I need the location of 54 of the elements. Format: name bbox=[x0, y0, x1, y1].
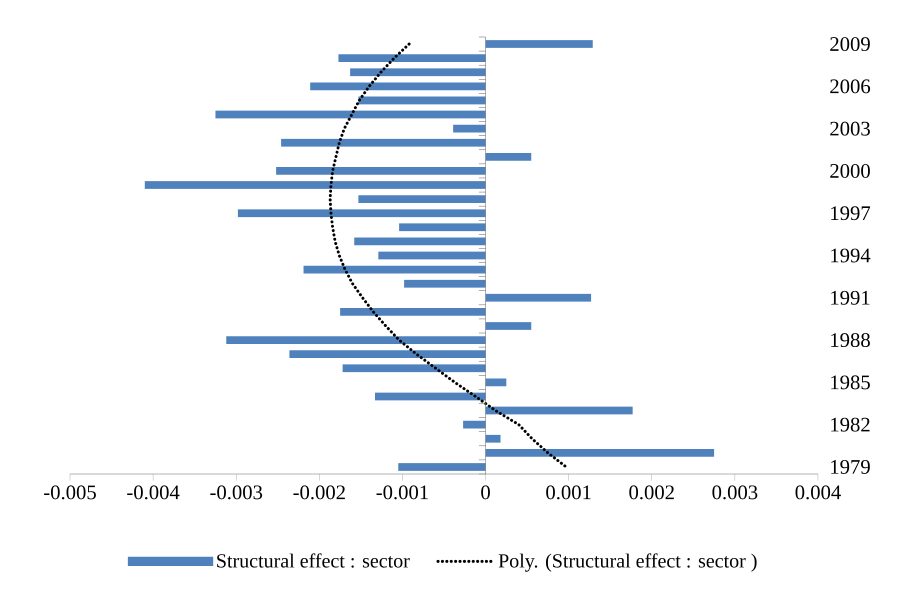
x-tick-label: -0.001 bbox=[376, 485, 428, 500]
bar bbox=[486, 294, 592, 302]
x-tick-label: -0.002 bbox=[293, 485, 345, 500]
bar bbox=[342, 364, 486, 372]
bar bbox=[486, 434, 501, 443]
bar bbox=[399, 223, 486, 232]
y-tick-label: 1985 bbox=[831, 375, 870, 390]
bar bbox=[281, 138, 486, 147]
bar bbox=[350, 68, 486, 76]
bar bbox=[398, 463, 486, 471]
legend-label: Structural effect : sector bbox=[217, 553, 410, 568]
bar bbox=[354, 238, 486, 246]
y-tick-label: 1994 bbox=[831, 248, 870, 262]
bar bbox=[378, 252, 486, 260]
bar bbox=[453, 124, 486, 133]
y-tick-label: 2006 bbox=[830, 79, 870, 94]
y-tick-label: 1982 bbox=[831, 418, 870, 432]
y-tick-label: 1991 bbox=[831, 290, 870, 305]
bar bbox=[215, 110, 486, 118]
bar bbox=[238, 209, 486, 218]
bar bbox=[358, 195, 486, 203]
bar bbox=[358, 96, 486, 104]
bar bbox=[375, 392, 486, 400]
x-tick-label: 0.001 bbox=[546, 485, 591, 500]
y-tick-label: 1979 bbox=[831, 460, 870, 474]
x-tick-label: 0.002 bbox=[629, 485, 674, 500]
y-tick-label: 1988 bbox=[831, 333, 870, 348]
bar bbox=[486, 322, 532, 330]
bar bbox=[338, 54, 486, 62]
y-tick-label: 2003 bbox=[830, 122, 870, 136]
bar bbox=[144, 181, 486, 189]
bar bbox=[486, 378, 506, 386]
bar bbox=[404, 280, 486, 288]
y-tick-label: 2000 bbox=[830, 164, 870, 178]
y-tick-label: 2009 bbox=[830, 37, 870, 52]
bar bbox=[486, 448, 714, 457]
x-tick-label: 0 bbox=[481, 485, 490, 500]
x-tick-label: -0.005 bbox=[44, 485, 96, 500]
x-tick-label: 0.003 bbox=[712, 485, 758, 500]
bar bbox=[486, 40, 593, 48]
bar bbox=[289, 350, 486, 358]
bar bbox=[463, 420, 486, 429]
bar bbox=[340, 308, 486, 316]
x-tick-label: 0.004 bbox=[796, 485, 841, 500]
x-tick-label: -0.003 bbox=[210, 485, 262, 500]
x-tick-label: -0.004 bbox=[127, 485, 180, 500]
bar bbox=[226, 336, 486, 344]
bar bbox=[276, 167, 486, 175]
bar bbox=[304, 266, 486, 274]
bar bbox=[486, 152, 532, 161]
y-tick-label: 1997 bbox=[831, 206, 870, 220]
bar bbox=[310, 82, 486, 90]
bar bbox=[486, 406, 633, 414]
legend-label: Poly. (Structural effect : sector ) bbox=[498, 553, 757, 572]
